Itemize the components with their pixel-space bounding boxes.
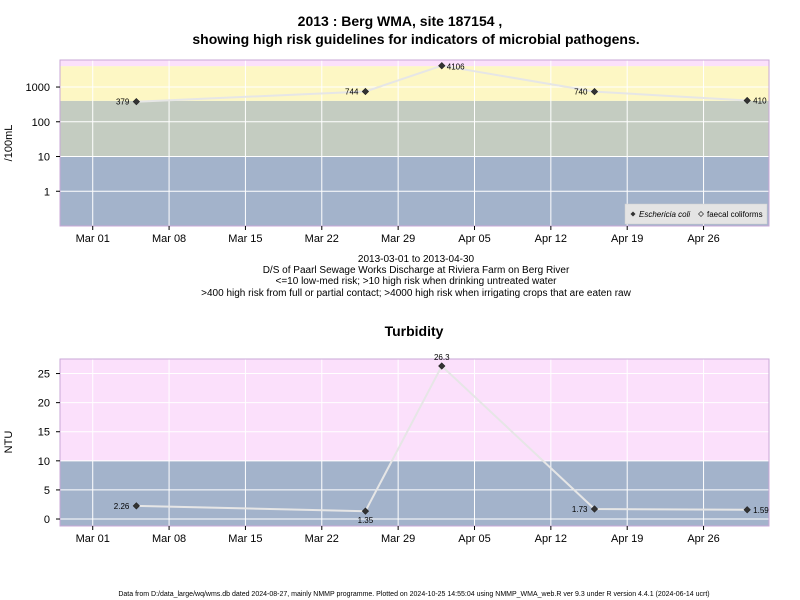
data-label: 1.73 [572,505,588,514]
data-point [361,87,370,96]
plot-frame [59,59,770,227]
data-label: 4106 [447,63,465,72]
legend-box [624,203,768,225]
data-point [743,96,751,105]
x-tick-label: Apr 05 [458,533,490,545]
data-point [361,507,370,515]
legend-marker-ecoli [630,211,636,217]
y-tick-label: 1000 [26,82,50,94]
data-label: 26.3 [434,353,450,362]
chart-title: 2013 : Berg WMA, site 187154 , [298,13,503,29]
x-tick-label: Apr 26 [687,533,719,545]
x-tick-label: Mar 15 [228,533,262,545]
legend-label-faecal: faecal coliforms [707,210,763,219]
caption-guideline-low: <=10 low-med risk; >10 high risk when dr… [276,276,558,287]
caption-date-range: 2013-03-01 to 2013-04-30 [358,254,475,265]
y-tick-label: 10 [38,152,50,164]
turbidity-panel: Mar 01 Mar 08 Mar 15 Mar 22 Mar 29 Apr 05 Apr … [3,353,770,545]
x-tick-label: Apr 19 [611,533,643,545]
data-point [132,502,140,510]
risk-band [60,100,769,157]
data-label: 1.35 [358,516,374,525]
caption-guideline-high: >400 high risk from full or partial cont… [201,288,631,299]
data-label: 1.59 [753,506,769,515]
data-point [438,362,446,370]
turbidity-title: Turbidity [385,323,444,339]
risk-band [60,60,769,67]
footer-note: Data from D:/data_large/wq/wms.db dated … [118,591,709,598]
ecoli-panel: Mar 01 Mar 08 Mar 15 Mar 22 Mar 29 Apr 05 Apr … [3,59,770,245]
data-point [132,98,140,106]
data-label: 744 [345,87,359,96]
data-label: 410 [753,96,767,105]
x-tick-label: Mar 01 [76,533,110,545]
plot-frame [59,358,770,527]
caption-site: D/S of Paarl Sewage Works Discharge at R… [263,265,570,276]
x-tick-label: Mar 01 [76,233,110,245]
y-tick-label: 25 [38,369,50,381]
risk-band [60,460,769,526]
data-point [438,62,446,70]
x-tick-label: Apr 12 [535,233,567,245]
y-tick-label: 100 [32,117,50,129]
y-axis-label: /100mL [3,125,15,162]
x-tick-label: Mar 15 [228,233,262,245]
x-tick-label: Apr 19 [611,233,643,245]
y-tick-label: 15 [38,427,50,439]
x-tick-label: Mar 29 [381,233,415,245]
legend-marker-faecal [698,211,704,217]
x-tick-label: Apr 12 [535,533,567,545]
data-label: 379 [116,98,130,107]
x-tick-label: Mar 08 [152,233,186,245]
y-tick-label: 0 [44,514,50,526]
risk-band [60,359,769,461]
data-point [590,87,599,96]
y-tick-label: 5 [44,485,50,497]
data-point [743,506,751,514]
x-tick-label: Mar 22 [305,233,339,245]
legend-label-ecoli: Eschericia coli [639,210,690,219]
data-label: 2.26 [114,502,130,511]
x-tick-label: Mar 22 [305,533,339,545]
x-tick-label: Apr 05 [458,233,490,245]
y-tick-label: 20 [38,398,50,410]
x-tick-label: Apr 26 [687,233,719,245]
chart-subtitle: showing high risk guidelines for indicat… [192,31,639,47]
data-point [590,505,599,513]
y-tick-label: 10 [38,456,50,468]
data-label: 740 [574,88,588,97]
x-tick-label: Mar 29 [381,533,415,545]
x-tick-label: Mar 08 [152,533,186,545]
y-tick-label: 1 [44,186,50,198]
y-axis-label: NTU [3,431,15,454]
